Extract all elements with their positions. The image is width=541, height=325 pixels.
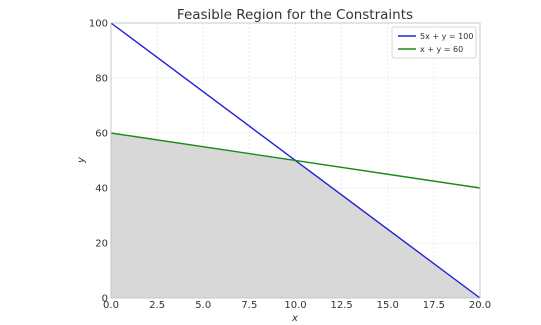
x-axis-label: x bbox=[291, 313, 298, 324]
y-tick-label: 0 bbox=[102, 294, 108, 305]
x-tick-label: 5.0 bbox=[195, 300, 211, 311]
legend-box bbox=[391, 26, 477, 59]
x-tick-label: 0.0 bbox=[103, 300, 119, 311]
feasible-region bbox=[111, 133, 480, 298]
x-tick-label: 7.5 bbox=[241, 300, 257, 311]
x-tick-label: 17.5 bbox=[423, 300, 445, 311]
legend-label-5x-plus-y: 5x + y = 100 bbox=[420, 32, 473, 41]
legend: 5x + y = 100 x + y = 60 bbox=[391, 26, 477, 59]
y-tick-label: 80 bbox=[95, 74, 108, 85]
feasible-region-layer bbox=[111, 133, 480, 298]
x-tick-label: 10.0 bbox=[284, 300, 306, 311]
series-line-x-plus-y bbox=[110, 132, 481, 189]
chart-title: Feasible Region for the Constraints bbox=[177, 7, 413, 23]
x-tick-label: 2.5 bbox=[149, 300, 165, 311]
legend-label-x-plus-y: x + y = 60 bbox=[420, 45, 463, 54]
y-tick-label: 60 bbox=[95, 129, 108, 140]
x-tick-label: 20.0 bbox=[469, 300, 491, 311]
x-tick-label: 12.5 bbox=[330, 300, 352, 311]
tick-labels: 0.0 2.5 5.0 7.5 10.0 12.5 15.0 17.5 20.0 0 20 40 60 8… bbox=[89, 19, 491, 312]
y-axis-label: y bbox=[76, 156, 87, 164]
x-tick-label: 15.0 bbox=[377, 300, 399, 311]
series-layer bbox=[110, 22, 481, 299]
y-tick-label: 40 bbox=[95, 184, 108, 195]
y-tick-label: 100 bbox=[89, 19, 108, 30]
plot-frame bbox=[110, 22, 481, 299]
y-tick-label: 20 bbox=[95, 239, 108, 250]
